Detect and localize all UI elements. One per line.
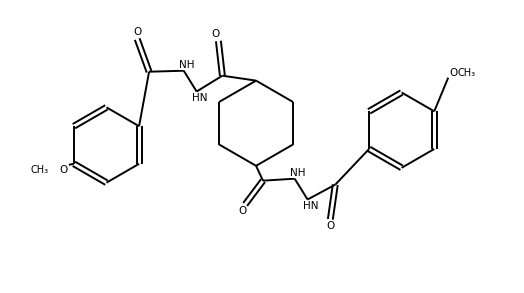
Text: O: O: [238, 206, 246, 216]
Text: O: O: [211, 29, 220, 39]
Text: NH: NH: [179, 60, 194, 70]
Text: CH₃: CH₃: [31, 165, 49, 175]
Text: CH₃: CH₃: [458, 68, 476, 78]
Text: HN: HN: [192, 93, 208, 103]
Text: O: O: [133, 27, 141, 37]
Text: O: O: [326, 221, 334, 231]
Text: O: O: [449, 68, 457, 78]
Text: HN: HN: [303, 201, 318, 212]
Text: O: O: [60, 165, 68, 175]
Text: NH: NH: [290, 168, 305, 178]
